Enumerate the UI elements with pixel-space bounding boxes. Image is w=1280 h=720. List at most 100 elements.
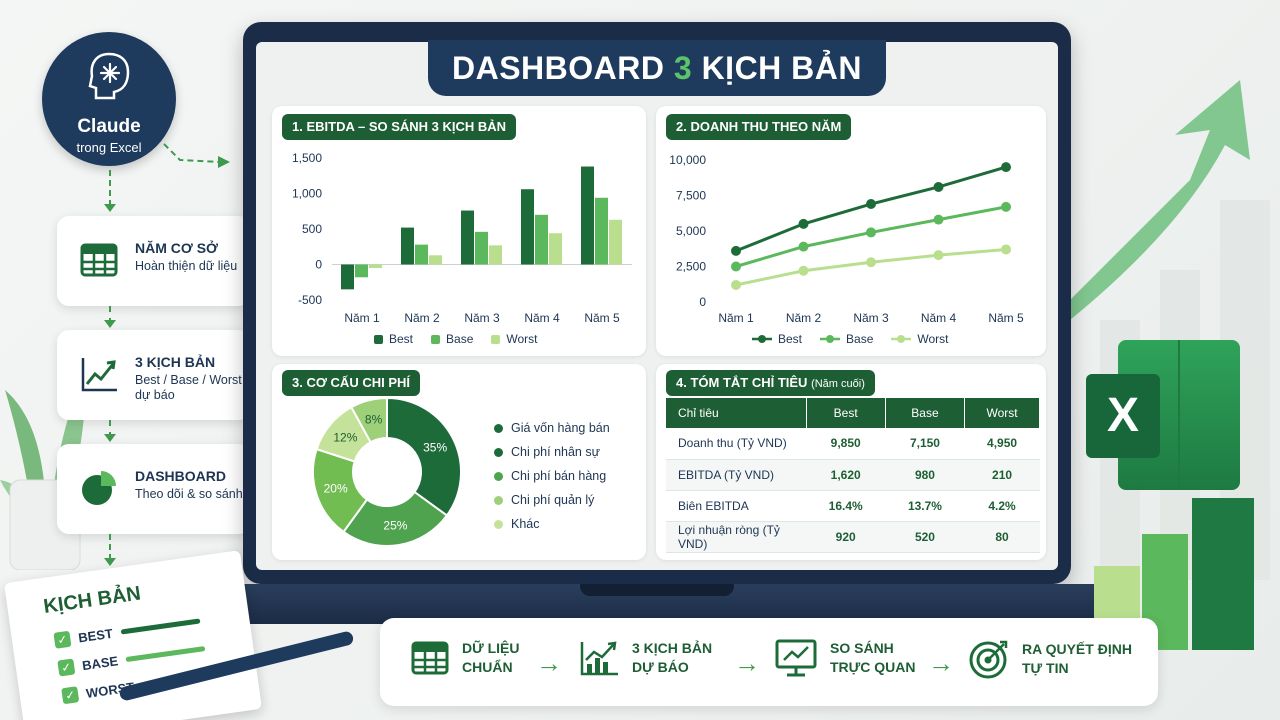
revenue-line-chart: 10,000 7,500 5,000 2,500 0 Năm 1 Năm 2 Năm 3 Năm… <box>669 153 1024 325</box>
slice-label: 20% <box>324 482 348 496</box>
y-tick-label: 0 <box>699 295 706 309</box>
bar-base <box>595 197 608 265</box>
legend-item: Giá vốn hàng bán <box>494 416 610 440</box>
claude-to-dashboard-arrow <box>163 143 230 168</box>
checkbox-icon: ✓ <box>61 686 80 705</box>
bar-best <box>341 264 354 290</box>
step-card-base-year: NĂM CƠ SỞ Hoàn thiện dữ liệu <box>57 216 251 306</box>
slice-label: 12% <box>333 431 357 445</box>
flow-connector <box>109 306 111 324</box>
flow-arrow <box>104 558 116 566</box>
flow-connector <box>109 170 111 206</box>
legend-item: Chi phí quản lý <box>494 488 610 512</box>
ebitda-chart-title: 1. EBITDA – SO SÁNH 3 KỊCH BẢN <box>282 114 517 140</box>
table-row: EBITDA (Tỷ VND) 1,620 980 210 <box>666 459 1040 491</box>
table-header: Chỉ tiêu <box>666 398 807 428</box>
x-tick-label: Năm 4 <box>921 311 957 325</box>
point-worst <box>933 250 944 261</box>
donut-slice <box>342 490 449 547</box>
step-description: Theo dõi & so sánh <box>135 487 243 501</box>
bar-best <box>461 210 474 265</box>
monitor-chart-icon <box>775 639 817 677</box>
bar-base <box>535 214 548 265</box>
excel-icon: X <box>1086 374 1160 458</box>
y-tick-label: 5,000 <box>676 224 706 238</box>
step-description: Hoàn thiện dữ liệu <box>135 259 238 273</box>
bar-base <box>475 231 488 265</box>
y-tick-label: 7,500 <box>676 189 706 203</box>
step-description: Best / Base / Worst dự báo <box>135 373 242 402</box>
bar-worst <box>429 255 442 265</box>
step-card-dashboard: DASHBOARD Theo dõi & so sánh <box>57 444 251 534</box>
table-cell: 920 <box>806 521 886 553</box>
table-cell: 16.4% <box>806 490 886 522</box>
claude-badge: Claude trong Excel <box>42 32 176 166</box>
x-tick-label: Năm 1 <box>344 311 380 325</box>
table-cell: 7,150 <box>885 428 965 460</box>
x-tick-label: Năm 5 <box>584 311 620 325</box>
point-best <box>866 199 876 210</box>
laptop-base <box>200 584 1114 624</box>
process-step-decide: RA QUYẾT ĐỊNH TỰ TIN <box>968 638 1152 680</box>
legend-item: Chi phí bán hàng <box>494 464 610 488</box>
cost-chart-title: 3. CƠ CẤU CHI PHÍ <box>282 370 420 396</box>
y-tick-label: 1,500 <box>292 151 322 165</box>
legend-item: Chi phí nhân sự <box>494 440 610 464</box>
bar-worst <box>609 219 622 265</box>
y-tick-label: 2,500 <box>676 260 706 274</box>
table-cell: Doanh thu (Tỷ VND) <box>666 428 806 460</box>
process-step-scenarios: 3 KỊCH BẢN DỰ BÁO <box>578 638 742 678</box>
point-base <box>1001 201 1011 212</box>
table-header: Best <box>806 398 886 428</box>
table-header: Worst <box>964 398 1040 428</box>
x-tick-label: Năm 3 <box>853 311 889 325</box>
revenue-panel <box>656 106 1046 356</box>
x-tick-label: Năm 1 <box>718 311 754 325</box>
bar-worst <box>369 264 382 269</box>
process-step-data: DỮ LIỆU CHUẨN <box>410 638 572 678</box>
legend-item: Best <box>374 332 413 346</box>
table-cell: 210 <box>964 459 1040 491</box>
checkbox-icon: ✓ <box>53 630 72 649</box>
flow-arrow <box>104 320 116 328</box>
y-tick-label: -500 <box>298 293 322 307</box>
legend-item: Worst <box>891 332 949 346</box>
ebitda-bar-chart: 1,500 1,000 500 0 -500 Năm 1 Năm 2 Năm 3 Năm 4 Nă… <box>292 151 632 325</box>
table-cell: 980 <box>885 459 965 491</box>
table-cell: 80 <box>964 521 1040 553</box>
spreadsheet-icon <box>80 243 118 277</box>
point-worst <box>798 265 809 276</box>
bar-worst <box>549 233 562 265</box>
x-tick-label: Năm 2 <box>786 311 822 325</box>
slice-label: 25% <box>383 518 407 532</box>
y-tick-label: 1,000 <box>292 187 322 201</box>
legend-item: Base <box>431 332 473 346</box>
table-row: Doanh thu (Tỷ VND) 9,850 7,150 4,950 <box>666 428 1040 460</box>
process-arrow-icon: → <box>734 648 760 678</box>
point-base <box>866 227 876 238</box>
table-cell: EBITDA (Tỷ VND) <box>666 459 806 491</box>
claude-name: Claude <box>77 116 141 137</box>
cost-legend: Giá vốn hàng bán Chi phí nhân sự Chi phí b… <box>494 416 610 536</box>
flow-connector <box>109 420 111 438</box>
ebitda-legend: Best Base Worst <box>374 332 538 346</box>
flow-arrow <box>104 204 116 212</box>
line-chart-icon <box>81 358 117 392</box>
notepad-title: KỊCH BẢN <box>42 582 143 618</box>
y-tick-label: 500 <box>302 222 322 236</box>
table-cell: Lợi nhuận ròng (Tỷ VND) <box>666 521 806 553</box>
bar-base <box>415 244 428 265</box>
table-cell: 4,950 <box>964 428 1040 460</box>
bar-worst <box>489 245 502 265</box>
revenue-chart-title: 2. DOANH THU THEO NĂM <box>666 114 852 140</box>
table-cell: 13.7% <box>885 490 965 522</box>
summary-title: 4. TÓM TẮT CHỈ TIÊU (Năm cuối) <box>666 370 875 396</box>
bar-best <box>581 166 594 265</box>
slice-label: 8% <box>365 413 383 427</box>
point-worst <box>731 279 741 290</box>
trend-chart-icon <box>580 641 618 676</box>
ai-head-icon <box>88 52 130 100</box>
flow-arrow <box>104 434 116 442</box>
point-best <box>1001 162 1011 173</box>
y-tick-label: 10,000 <box>669 153 706 167</box>
